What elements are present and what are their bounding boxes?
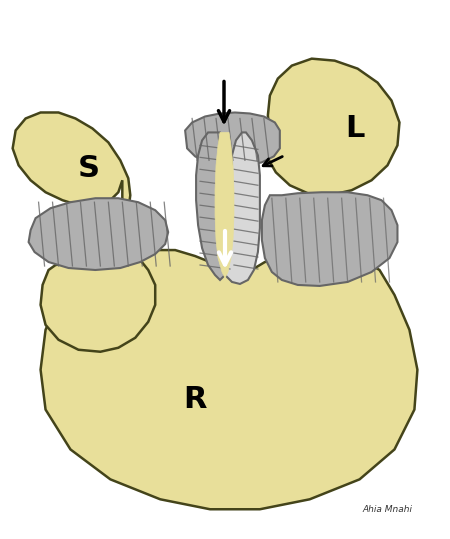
Polygon shape (196, 133, 232, 280)
Polygon shape (262, 192, 397, 286)
Polygon shape (40, 248, 418, 509)
Text: S: S (77, 154, 99, 183)
Polygon shape (215, 133, 234, 278)
Polygon shape (266, 59, 400, 195)
Text: L: L (345, 114, 364, 143)
Text: R: R (183, 385, 207, 414)
Polygon shape (225, 133, 260, 284)
Polygon shape (29, 198, 168, 270)
Polygon shape (13, 113, 155, 352)
Text: Ahia Mnahi: Ahia Mnahi (363, 505, 413, 514)
Polygon shape (185, 113, 280, 167)
